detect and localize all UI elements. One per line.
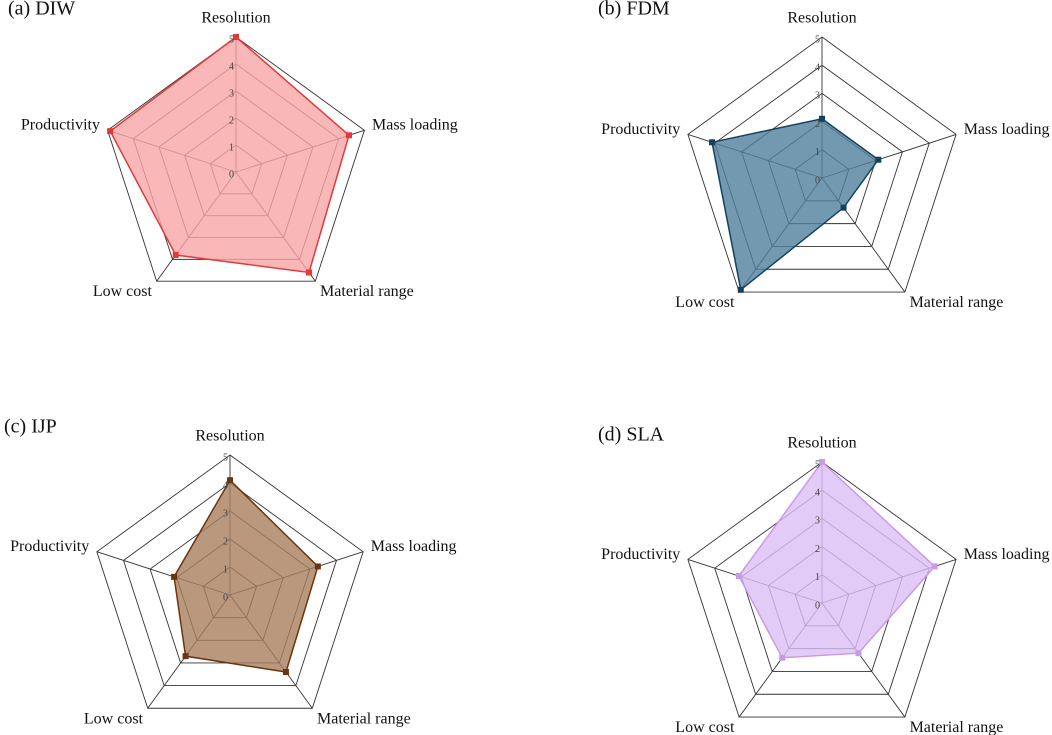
axis-label: Low cost: [675, 294, 735, 311]
r-tick-label: 0: [229, 169, 234, 180]
r-tick-label: 1: [815, 572, 820, 583]
data-point: [931, 563, 938, 570]
data-point: [779, 654, 786, 661]
data-point: [819, 115, 825, 122]
chart-title: (d) SLA: [598, 424, 665, 446]
r-tick-label: 2: [223, 536, 228, 547]
data-point: [107, 128, 114, 135]
axis-label: Material range: [910, 294, 1004, 311]
axis-label: Low cost: [84, 710, 144, 727]
grid-ring: [714, 64, 930, 270]
grid-ring: [122, 482, 338, 687]
radar-area: [737, 460, 936, 659]
axis-label: Resolution: [195, 428, 264, 445]
data-point: [227, 477, 233, 484]
r-tick-label: 3: [815, 91, 820, 102]
axis-label: Productivity: [601, 546, 680, 563]
chart-title: (b) FDM: [598, 0, 670, 20]
r-tick-label: 3: [229, 88, 234, 99]
axis-label: Mass loading: [964, 546, 1050, 563]
r-tick-label: 0: [815, 600, 820, 611]
data-point: [737, 286, 744, 293]
data-point: [735, 572, 742, 579]
axis-label: Resolution: [201, 10, 270, 27]
r-tick-label: 4: [223, 480, 228, 491]
data-point: [709, 139, 716, 146]
axis-label: Resolution: [787, 435, 856, 452]
r-tick-label: 4: [815, 487, 820, 498]
r-tick-label: 1: [815, 147, 820, 158]
data-point: [314, 563, 321, 570]
data-point: [182, 653, 189, 660]
axis-label: Productivity: [21, 117, 100, 134]
r-tick-label: 4: [815, 62, 820, 73]
chart-title: (c) IJP: [4, 416, 57, 438]
axis-label: Productivity: [601, 121, 680, 138]
data-point: [306, 269, 313, 276]
axis-label: Resolution: [787, 10, 856, 27]
axis-label: Low cost: [675, 719, 735, 735]
r-tick-label: 0: [815, 175, 820, 186]
r-tick-label: 3: [223, 508, 228, 519]
r-tick-label: 2: [229, 115, 234, 126]
data-point: [840, 204, 847, 211]
axis-label: Mass loading: [964, 121, 1050, 138]
axis-label: Mass loading: [371, 538, 457, 555]
data-point: [875, 156, 882, 163]
radar-area: [711, 117, 880, 292]
r-tick-label: 3: [815, 516, 820, 527]
radar-area: [109, 36, 350, 274]
data-point: [855, 650, 862, 657]
axis-label: Material range: [320, 283, 414, 300]
radar-area: [173, 478, 319, 673]
r-tick-label: 1: [223, 564, 228, 575]
r-tick-label: 5: [815, 459, 820, 470]
data-point: [233, 34, 239, 40]
axis-label: Low cost: [93, 283, 153, 300]
data-point: [819, 459, 825, 465]
axis-label: Productivity: [10, 538, 89, 555]
data-point: [282, 669, 289, 676]
data-point: [171, 573, 178, 580]
data-point: [345, 132, 352, 139]
r-tick-label: 4: [229, 61, 234, 72]
data-point: [172, 252, 179, 259]
grid-ring: [96, 454, 364, 709]
r-tick-label: 1: [229, 142, 234, 153]
r-tick-label: 2: [815, 544, 820, 555]
axis-label: Mass loading: [372, 117, 458, 134]
r-tick-label: 5: [815, 34, 820, 45]
axis-label: Material range: [910, 719, 1004, 735]
r-tick-label: 5: [223, 452, 228, 463]
axis-label: Material range: [317, 710, 411, 727]
r-tick-label: 2: [815, 119, 820, 130]
grid-ring: [107, 36, 365, 282]
grid-ring: [687, 36, 957, 293]
chart-title: (a) DIW: [8, 0, 75, 20]
r-tick-label: 0: [223, 592, 228, 603]
grid-ring: [687, 461, 957, 718]
r-tick-label: 5: [229, 34, 234, 45]
